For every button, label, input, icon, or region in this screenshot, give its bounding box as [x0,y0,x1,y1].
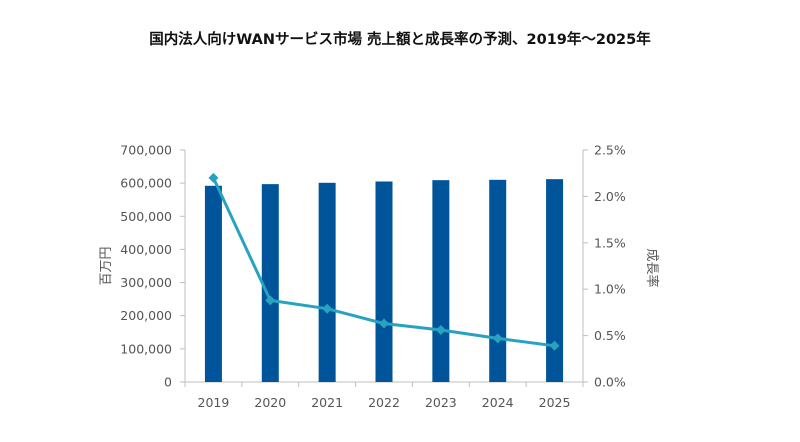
y-tick-label: 500,000 [120,209,172,224]
bar [375,181,393,382]
y2-tick-label: 1.5% [594,235,626,250]
growth-rate-point [549,340,560,351]
growth-rate-point [265,295,276,306]
bar [261,184,279,382]
y2-tick-label: 0.0% [594,375,626,390]
growth-rate-point [435,325,446,336]
growth-rate-point [322,303,333,314]
growth-rate-point [208,172,219,183]
y2-tick-label: 2.0% [594,189,626,204]
y2-tick-label: 2.5% [594,143,626,158]
growth-rate-point [492,333,503,344]
bar [318,182,336,382]
x-tick-label: 2021 [311,395,343,410]
y-tick-label: 700,000 [120,143,172,158]
y-tick-label: 0 [164,375,172,390]
y2-tick-label: 1.0% [594,282,626,297]
y-tick-label: 600,000 [120,176,172,191]
y2-axis-title: 成長率 [644,248,660,287]
y-tick-label: 300,000 [120,275,172,290]
y-tick-label: 400,000 [120,242,172,257]
y2-tick-label: 0.5% [594,328,626,343]
y-tick-label: 100,000 [120,341,172,356]
chart-title: 国内法人向けWANサービス市場 売上額と成長率の予測、2019年～2025年 [149,32,651,48]
x-tick-label: 2019 [198,395,230,410]
bar [432,180,450,382]
x-tick-label: 2023 [425,395,457,410]
bar [489,179,507,382]
x-tick-label: 2022 [368,395,400,410]
bar [546,179,564,382]
y-axis-title: 百万円 [99,246,114,285]
bar [204,185,222,382]
x-tick-label: 2025 [539,395,571,410]
growth-rate-point [379,318,389,329]
x-tick-label: 2024 [482,395,514,410]
x-tick-label: 2020 [254,395,286,410]
y-tick-label: 200,000 [120,308,172,323]
